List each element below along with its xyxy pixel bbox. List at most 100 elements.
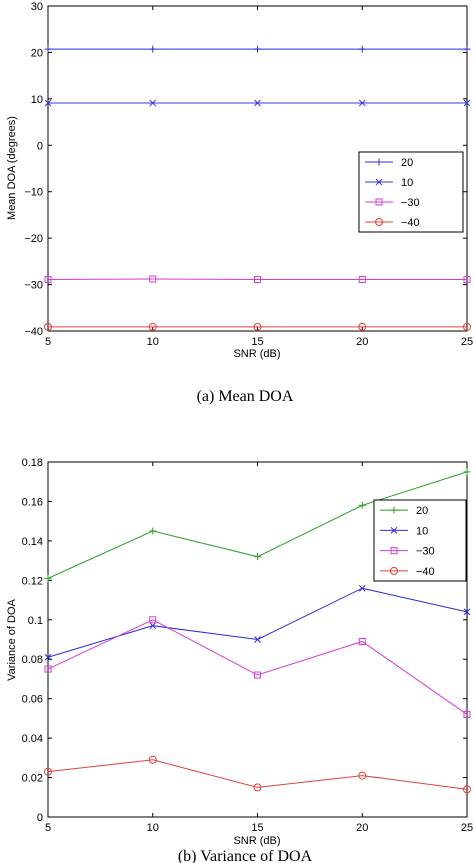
x-tick-label: 25 (461, 822, 473, 834)
y-tick-label: 10 (31, 94, 43, 106)
data-point (358, 99, 366, 107)
data-point (463, 710, 471, 718)
x-axis-label: SNR (dB) (233, 835, 280, 847)
y-tick-label: −10 (24, 187, 43, 199)
data-point (149, 527, 157, 535)
x-tick-label: 10 (147, 336, 159, 348)
variance-doa-chart: 5 10 15 20 25 0 0.02 0.04 0.06 0.08 0.1 0.12 0.14 0.1… (6, 457, 473, 863)
y-tick-label: 0.1 (28, 615, 43, 627)
data-point (254, 45, 261, 53)
data-point (254, 99, 261, 107)
x-tick-label: 10 (147, 822, 159, 834)
x-tick-label: 25 (461, 336, 473, 348)
data-point (149, 622, 157, 630)
legend-box (358, 151, 464, 233)
caption: (a) Mean DOA (197, 388, 294, 405)
y-tick-label: 0.02 (22, 773, 43, 785)
data-point (254, 671, 261, 679)
data-point (148, 322, 157, 331)
legend-marker (375, 198, 383, 206)
data-point (358, 322, 367, 331)
legend-marker (375, 178, 383, 186)
data-point (44, 275, 52, 283)
y-tick-label: 0.14 (22, 536, 43, 548)
y-tick-label: 0 (37, 140, 43, 152)
x-tick-label: 5 (45, 822, 51, 834)
data-point (253, 783, 262, 792)
series-group (44, 468, 471, 794)
y-tick-label: 20 (31, 47, 43, 59)
data-point (149, 275, 157, 283)
x-tick-label: 20 (356, 336, 368, 348)
y-tick-label: 0.18 (22, 457, 43, 469)
x-tick-label: 15 (251, 336, 263, 348)
x-tick-label: 15 (251, 822, 263, 834)
axis-ticks: 5 10 15 20 25 −40 −30 −20 −10 0 10 20 30 (24, 1, 473, 348)
legend-marker (390, 527, 398, 534)
data-point (149, 99, 157, 107)
data-point (44, 665, 52, 673)
data-point (254, 275, 261, 283)
y-tick-label: −20 (24, 233, 43, 245)
y-axis-label: Mean DOA (degrees) (6, 116, 18, 220)
data-point (463, 45, 471, 53)
series-line-2 (47, 619, 468, 715)
y-tick-label: 0.12 (22, 575, 43, 587)
data-point (463, 322, 471, 331)
data-point (463, 468, 471, 476)
legend-marker (390, 547, 398, 555)
legend-entry: −40 (401, 217, 420, 229)
caption: (b) Variance of DOA (178, 848, 313, 863)
y-tick-label: 0.04 (22, 733, 43, 745)
data-point (254, 553, 261, 561)
data-point (44, 574, 52, 582)
data-point (358, 275, 366, 283)
data-point (253, 322, 262, 331)
data-point (44, 99, 52, 107)
data-point (149, 45, 157, 53)
legend-box (373, 499, 467, 582)
legend: 20 10 −30 −40 (358, 151, 464, 233)
data-point (358, 637, 366, 645)
series-group (44, 45, 471, 331)
legend-entry: −30 (416, 546, 435, 558)
y-tick-label: 0.16 (22, 496, 43, 508)
legend-marker (375, 218, 383, 226)
x-tick-label: 5 (45, 336, 51, 348)
data-point (463, 608, 471, 616)
data-point (463, 785, 471, 794)
data-point (463, 99, 471, 107)
legend-entry: 10 (401, 177, 413, 189)
y-tick-label: 0.08 (22, 654, 43, 666)
legend-marker (375, 158, 383, 166)
data-point (358, 501, 366, 509)
series-line-1 (47, 587, 468, 658)
y-axis-label: Variance of DOA (6, 598, 18, 680)
y-tick-label: −40 (24, 326, 43, 338)
y-tick-label: 30 (31, 1, 43, 13)
x-axis-label: SNR (dB) (233, 348, 280, 360)
legend-entry: 20 (401, 157, 413, 169)
y-tick-label: −30 (24, 280, 43, 292)
data-point (148, 755, 157, 764)
legend-entry: 10 (416, 525, 428, 537)
data-point (358, 45, 366, 53)
data-point (44, 767, 52, 776)
axis-ticks: 5 10 15 20 25 0 0.02 0.04 0.06 0.08 0.1 0.12 0.14 0.1… (22, 457, 474, 834)
data-point (44, 653, 52, 661)
data-point (463, 275, 471, 283)
legend-entry: −40 (416, 566, 435, 578)
legend-marker (390, 566, 398, 575)
data-point (254, 636, 261, 643)
series-line-3 (47, 759, 468, 790)
legend-marker (390, 506, 398, 514)
data-point (44, 322, 52, 331)
y-tick-label: 0.06 (22, 694, 43, 706)
data-point (149, 616, 157, 624)
x-tick-label: 20 (356, 822, 368, 834)
data-point (44, 45, 52, 53)
data-point (358, 771, 367, 780)
y-tick-label: 0 (37, 812, 43, 824)
